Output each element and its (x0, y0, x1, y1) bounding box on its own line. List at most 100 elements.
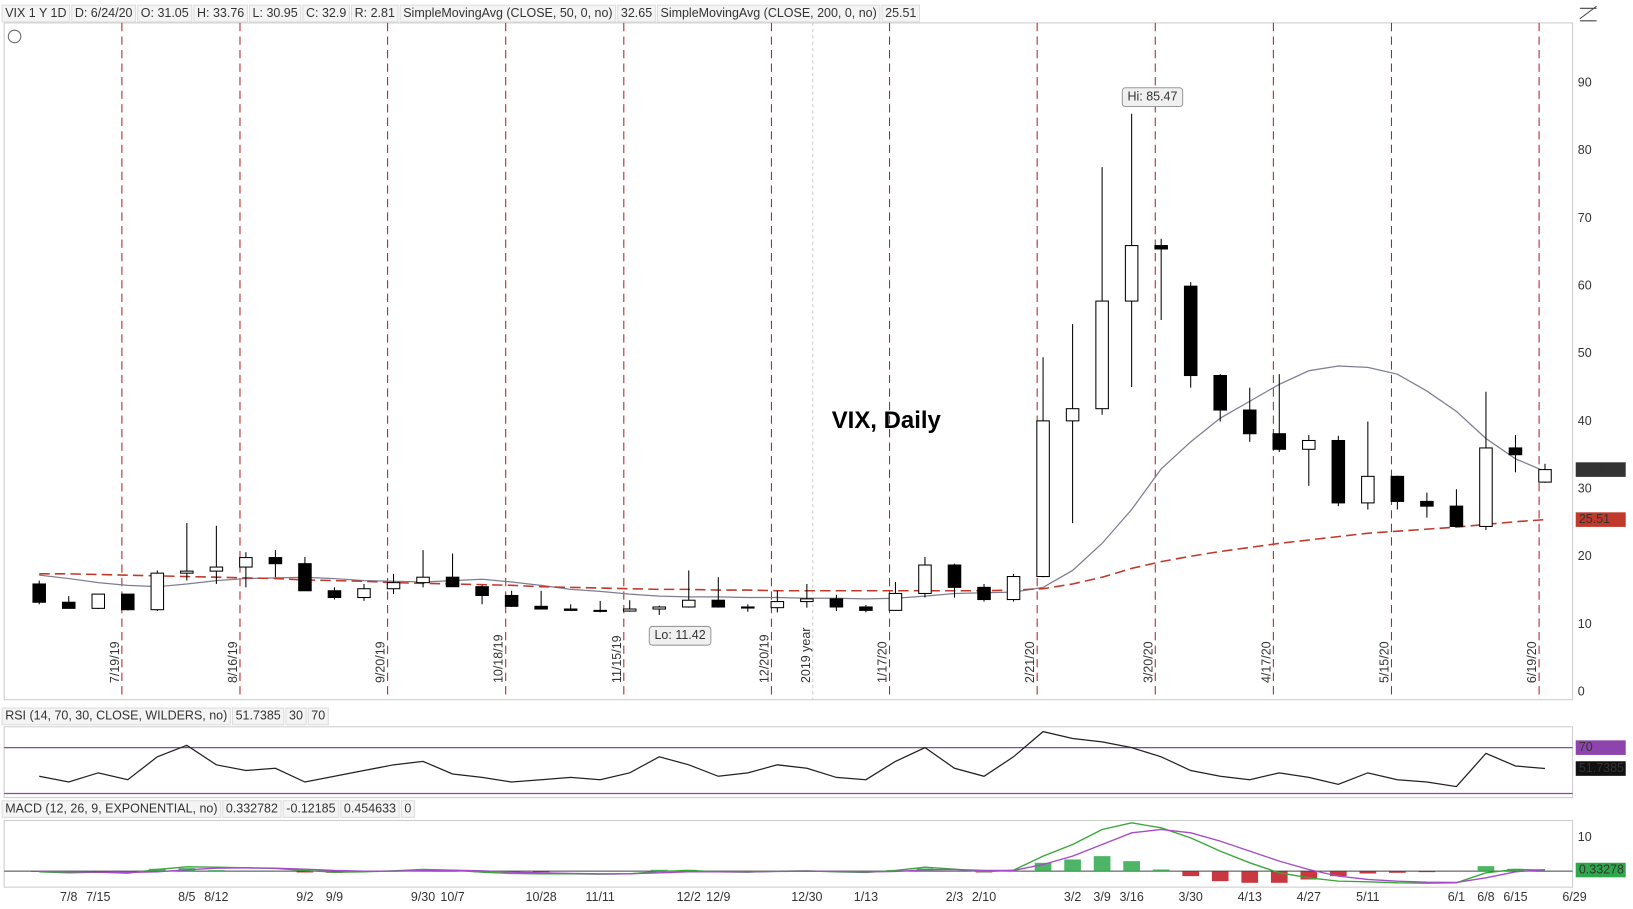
quote-info: O: 31.05 (141, 6, 189, 20)
candle-body (475, 586, 489, 597)
study-value: 25.51 (885, 6, 916, 20)
x-tick-label: 12/2 (677, 890, 701, 904)
expiration-label: 6/19/20 (1525, 641, 1539, 683)
study-value-box (617, 4, 656, 23)
histogram-bar (1329, 871, 1347, 877)
quote-info-box (350, 4, 399, 23)
candle-body (327, 590, 342, 599)
histogram-bar (1300, 871, 1318, 880)
x-tick-label: 9/2 (296, 890, 313, 904)
candle-body (534, 605, 548, 610)
x-tick-label: 7/15 (86, 890, 110, 904)
rsi-panel (3, 726, 1574, 799)
candle-body (563, 608, 578, 611)
x-tick-label: 6/15 (1503, 890, 1527, 904)
histogram-bar (1123, 861, 1140, 872)
expiration-label: 1/17/20 (876, 641, 890, 683)
expiration-label: 5/15/20 (1378, 641, 1392, 683)
quote-info: C: 32.9 (306, 6, 346, 20)
x-tick-label: 3/30 (1179, 890, 1203, 904)
x-tick-label: 2/3 (946, 890, 963, 904)
level-badge-box (1575, 740, 1626, 755)
quote-info: L: 30.95 (253, 6, 298, 20)
y-tick-label: 90 (1578, 75, 1592, 89)
histogram-bar (1064, 859, 1081, 872)
x-tick-label: 10/28 (526, 890, 557, 904)
drawing-tool-icon[interactable] (1579, 5, 1597, 22)
candle-body (977, 586, 991, 601)
moving-average (39, 518, 1546, 592)
annotation: Lo: 11.42 (654, 628, 705, 642)
rsi-line (39, 730, 1546, 788)
candle-body (1449, 505, 1464, 527)
candle-body (1508, 447, 1523, 456)
candle-body (859, 606, 873, 611)
candle-body (593, 609, 607, 612)
sma200-badge-box (1575, 512, 1626, 527)
y-tick-label: 50 (1578, 346, 1592, 360)
level-label-box (285, 707, 307, 726)
candle-body (1036, 420, 1050, 578)
study-value: 32.65 (621, 6, 652, 20)
x-tick-label: 2/10 (972, 890, 996, 904)
candle-body (918, 564, 932, 594)
x-tick-label: 8/12 (204, 890, 228, 904)
x-tick-label: 1/13 (854, 890, 878, 904)
study-name-box (399, 4, 617, 23)
study-name-box (1, 800, 222, 818)
x-tick-label: 3/9 (1093, 890, 1110, 904)
candle-body (32, 583, 46, 603)
info-icon[interactable] (7, 29, 22, 44)
candle-body (829, 598, 844, 608)
study-value-box (282, 800, 340, 818)
quote-info: H: 33.76 (197, 6, 244, 20)
candle-body (1390, 475, 1405, 502)
candle-body (1302, 439, 1316, 450)
year-label: 2019 year (799, 628, 813, 684)
histogram-bar (1418, 871, 1436, 873)
study-value: 0 (404, 801, 411, 815)
study-value: 0.454633 (344, 801, 396, 815)
candle-body (800, 598, 814, 603)
study-value-box (222, 800, 282, 818)
expiration-label: 2/21/20 (1023, 641, 1037, 683)
x-tick-label: 8/5 (178, 890, 195, 904)
candle-body (681, 599, 696, 608)
expiration-label: 8/16/19 (226, 641, 240, 683)
macd-badge-box (1575, 862, 1626, 878)
candle-body (180, 570, 194, 574)
study-value-box (231, 707, 285, 726)
annotation-box (648, 625, 712, 646)
candle-body (1242, 409, 1257, 435)
x-tick-label: 12/9 (706, 890, 730, 904)
candle-body (1538, 469, 1552, 483)
macd-panel (3, 819, 1574, 888)
y-tick-label: 40 (1578, 414, 1592, 428)
histogram-bar (532, 871, 550, 873)
annotation: Hi: 85.47 (1127, 89, 1177, 103)
candle-body (652, 606, 667, 610)
x-tick-label: 10/7 (440, 890, 464, 904)
histogram-bar (119, 871, 137, 872)
last-price-badge-box (1575, 462, 1626, 477)
candle-body (622, 608, 637, 612)
candle-body (1361, 475, 1375, 504)
candle-body (357, 588, 371, 599)
expiration-label: 4/17/20 (1259, 641, 1273, 683)
candle-body (504, 594, 519, 607)
y-tick-label: 80 (1578, 143, 1592, 157)
x-tick-label: 4/13 (1238, 890, 1262, 904)
quote-info: R: 2.81 (355, 6, 395, 20)
study-name: SimpleMovingAvg (CLOSE, 50, 0, no) (403, 6, 612, 20)
expiration-label: 9/20/19 (374, 641, 388, 683)
x-tick-label: 6/29 (1562, 890, 1586, 904)
expiration-label: 11/15/19 (610, 635, 624, 683)
candle-body (770, 601, 785, 609)
study-value: 51.7385 (236, 709, 281, 723)
quote-info-box (137, 4, 193, 23)
level-label-box (307, 707, 329, 726)
sma200-badge: 25.51 (1579, 512, 1610, 526)
rsi-badge-box (1575, 761, 1626, 776)
x-tick-label: 3/2 (1064, 890, 1081, 904)
